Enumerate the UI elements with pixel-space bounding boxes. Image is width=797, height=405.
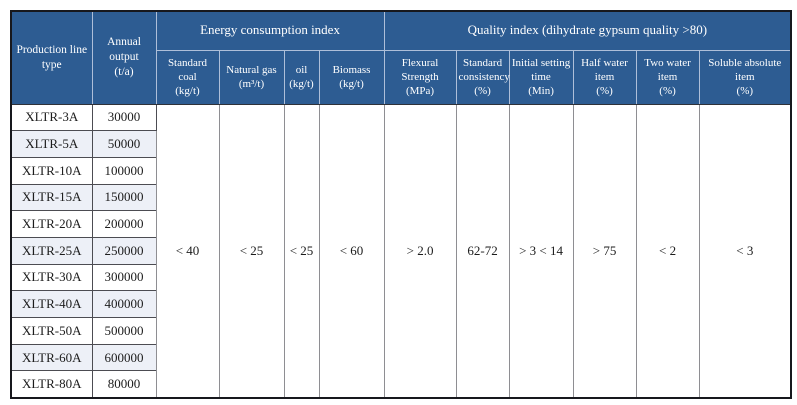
header-soluble-absolute-item: Soluble absolute item (%) [698, 49, 792, 105]
table-row: XLTR-40A 400000 [10, 290, 791, 318]
annual-output-cell: 500000 [91, 317, 157, 345]
standard-coal-label: Standard coal [167, 56, 208, 83]
value-natural-gas: < 25 [218, 104, 285, 398]
value-two-water-item: < 2 [635, 104, 700, 398]
flexural-strength-unit: (MPa) [405, 85, 435, 98]
half-water-item-label: Half water item [581, 56, 628, 83]
standard-consistency-unit: (%) [474, 85, 491, 98]
table-body: XLTR-3A 30000 < 40 < 25 < 25 < 60 > 2.0 … [10, 103, 792, 399]
value-biomass: < 60 [318, 104, 385, 398]
flexural-strength-label: Flexural Strength [401, 56, 439, 83]
header-half-water-item: Half water item (%) [572, 49, 637, 105]
table-row: XLTR-5A 50000 [10, 130, 791, 158]
production-line-cell: XLTR-60A [10, 343, 93, 372]
table-row: XLTR-3A 30000 < 40 < 25 < 25 < 60 > 2.0 … [10, 103, 792, 398]
soluble-absolute-item-unit: (%) [736, 85, 754, 98]
header-two-water-item: Two water item (%) [635, 49, 700, 105]
annual-output-cell: 250000 [91, 236, 157, 265]
header-oil: oil (kg/t) [283, 49, 320, 105]
natural-gas-label: Natural gas [226, 63, 277, 76]
annual-output-cell: 400000 [91, 290, 157, 318]
table-row: XLTR-20A 200000 [10, 210, 791, 238]
production-line-cell: XLTR-30A [10, 263, 93, 292]
spec-table-container: Production line type Annual output (t/a)… [10, 10, 793, 399]
header-sub-row: Standard coal (kg/t) Natural gas (m³/t) … [11, 49, 792, 105]
table-row: XLTR-15A 150000 [10, 183, 791, 212]
table-row: XLTR-30A 300000 [10, 263, 791, 292]
annual-output-cell: 50000 [91, 130, 157, 158]
production-line-spec-table: Production line type Annual output (t/a)… [10, 10, 793, 399]
header-energy-consumption-group: Energy consumption index [155, 10, 385, 51]
annual-output-unit: (t/a) [114, 66, 134, 79]
annual-output-cell: 80000 [91, 370, 157, 399]
value-standard-consistency: 62-72 [455, 104, 510, 398]
value-soluble-absolute-item: < 3 [698, 104, 792, 398]
annual-output-cell: 300000 [91, 263, 157, 292]
annual-output-cell: 200000 [91, 210, 157, 238]
table-header: Production line type Annual output (t/a)… [10, 10, 792, 105]
natural-gas-unit: (m³/t) [238, 78, 265, 90]
two-water-item-label: Two water item [644, 56, 691, 83]
header-quality-index-group: Quality index (dihydrate gypsum quality … [383, 10, 792, 51]
table-row: XLTR-25A 250000 [10, 236, 791, 265]
value-standard-coal: < 40 [155, 104, 220, 398]
annual-output-cell: 100000 [91, 156, 157, 185]
production-line-cell: XLTR-40A [10, 290, 93, 318]
header-group-row: Production line type Annual output (t/a)… [10, 10, 792, 105]
header-standard-coal: Standard coal (kg/t) [155, 49, 220, 105]
value-half-water-item: > 75 [572, 104, 637, 398]
standard-consistency-label: Standard consistency [458, 56, 510, 83]
table-row: XLTR-80A 80000 [10, 370, 791, 399]
oil-label: oil [295, 63, 308, 76]
annual-output-label: Annual output [107, 36, 141, 64]
production-line-cell: XLTR-50A [10, 317, 93, 345]
annual-output-cell: 150000 [91, 183, 157, 212]
oil-unit: (kg/t) [289, 78, 314, 90]
production-line-cell: XLTR-3A [10, 103, 93, 132]
header-flexural-strength: Flexural Strength (MPa) [383, 49, 457, 105]
value-flexural-strength: > 2.0 [383, 104, 457, 398]
annual-output-cell: 600000 [91, 343, 157, 372]
production-line-cell: XLTR-25A [10, 236, 93, 265]
standard-coal-unit: (kg/t) [175, 85, 200, 98]
half-water-item-unit: (%) [596, 85, 613, 98]
value-initial-setting-time: > 3 < 14 [508, 104, 574, 398]
header-natural-gas: Natural gas (m³/t) [218, 49, 285, 105]
header-production-line-type: Production line type [10, 10, 93, 105]
initial-setting-time-label: Initial setting time [511, 56, 571, 83]
biomass-unit: (kg/t) [339, 78, 364, 90]
two-water-item-unit: (%) [659, 85, 676, 98]
production-line-cell: XLTR-15A [10, 183, 93, 212]
soluble-absolute-item-label: Soluble absolute item [708, 56, 782, 83]
header-annual-output: Annual output (t/a) [91, 10, 157, 105]
production-line-cell: XLTR-80A [10, 370, 93, 399]
biomass-label: Biomass [332, 63, 371, 76]
header-biomass: Biomass (kg/t) [318, 49, 385, 105]
table-row: XLTR-60A 600000 [10, 343, 791, 372]
annual-output-cell: 30000 [91, 103, 157, 132]
production-line-cell: XLTR-10A [10, 156, 93, 185]
production-line-cell: XLTR-20A [10, 210, 93, 238]
header-standard-consistency: Standard consistency (%) [455, 49, 510, 105]
initial-setting-time-unit: (Min) [528, 85, 554, 98]
header-initial-setting-time: Initial setting time (Min) [508, 49, 574, 105]
production-line-cell: XLTR-5A [10, 130, 93, 158]
value-oil: < 25 [283, 104, 320, 398]
